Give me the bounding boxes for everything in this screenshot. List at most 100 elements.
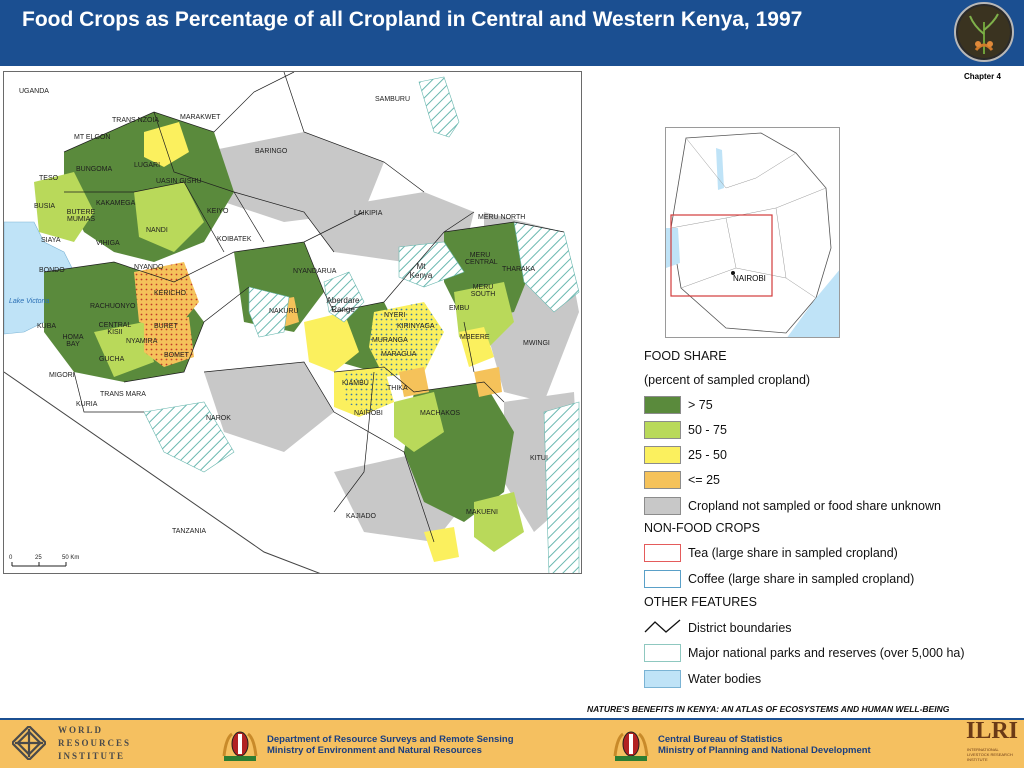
map-label-mbeere: MBEERE	[460, 334, 490, 341]
wri-line3: INSTITUTE	[58, 751, 126, 761]
inset-lake-turkana	[716, 148, 724, 190]
map-label-nandi: NANDI	[146, 227, 168, 234]
footer-divider	[0, 718, 1024, 720]
legend-item-label: 25 - 50	[688, 448, 727, 462]
map-label-nairobi: NAIROBI	[354, 410, 383, 417]
map-label-nyando: NYANDO	[134, 264, 164, 271]
map-label-central-kisii: CENTRAL KISII	[98, 322, 132, 336]
wri-line2: RESOURCES	[58, 738, 132, 748]
map-label-tanzania: TANZANIA	[172, 528, 207, 535]
inset-kenya-outline	[670, 132, 832, 334]
map-label-koibatek: KOIBATEK	[217, 236, 252, 243]
legend-item-label: > 75	[688, 398, 713, 412]
legend-item-label: Major national parks and reserves (over …	[688, 646, 965, 660]
legend-swatch	[644, 570, 681, 588]
tea-area-kisii	[144, 317, 194, 367]
kenya-coat-of-arms-icon	[222, 731, 258, 761]
map-label-bungoma: BUNGOMA	[76, 166, 113, 173]
map-label-kuria: KURIA	[76, 401, 98, 408]
national-parks	[248, 76, 580, 573]
map-label-buret: BURET	[154, 323, 178, 330]
map-label-migori: MIGORI	[49, 372, 75, 379]
legend-nonfood-title: NON-FOOD CROPS	[644, 521, 760, 535]
district-boundary-icon	[644, 619, 681, 633]
cbs-line1: Central Bureau of Statistics	[658, 734, 783, 745]
legend-swatch	[644, 497, 681, 515]
map-label-meru-south: MERU SOUTH	[470, 284, 496, 298]
district-boundaries	[43, 72, 565, 543]
map-label-tharaka: THARAKA	[502, 266, 536, 273]
map-label-nyeri: NYERI	[384, 312, 406, 319]
map-label-baringo: BARINGO	[255, 148, 288, 155]
map-label-kakamega: KAKAMEGA	[96, 200, 136, 207]
atlas-logo	[954, 2, 1014, 62]
map-label-uganda: UGANDA	[19, 88, 49, 95]
tea-area-kericho	[134, 262, 199, 332]
inset-locator-map: NAIROBI	[665, 127, 840, 338]
map-label-vihiga: VIHIGA	[96, 240, 120, 247]
map-label-kajiado: KAJIADO	[346, 513, 376, 520]
inset-map-graphic	[666, 132, 839, 337]
legend-food-share-subtitle: (percent of sampled cropland)	[644, 373, 811, 387]
ilri-sub-line2: LIVESTOCK RESEARCH	[967, 752, 1013, 757]
scale-label-mid: 25	[35, 555, 42, 561]
map-label-rachuonyo: RACHUONYO	[90, 303, 136, 310]
map-label-uasin-gishu: UASIN GISHU	[156, 178, 202, 185]
legend-swatch	[644, 670, 681, 688]
scale-label-zero: 0	[9, 555, 13, 561]
map-label-meru-central: MERU CENTRAL	[465, 252, 498, 266]
map-label-butere-mumias: BUTERE MUMIAS	[66, 209, 96, 223]
legend-swatch	[644, 644, 681, 662]
map-label-trans-mara: TRANS MARA	[100, 391, 146, 398]
map-label-makueni: MAKUENI	[466, 509, 498, 516]
legend-swatch	[644, 471, 681, 489]
map-label-laikipia: LAIKIPIA	[354, 210, 383, 217]
map-label-kirinyaga: KIRINYAGA	[397, 323, 435, 330]
legend-item-label: <= 25	[688, 473, 720, 487]
inset-nairobi-label: NAIROBI	[733, 274, 766, 283]
legend-swatch	[644, 446, 681, 464]
drsrs-line2: Ministry of Environment and Natural Reso…	[267, 745, 482, 756]
map-label-keiyo: KEIYO	[207, 208, 229, 215]
map-label-bondo: BONDO	[39, 267, 65, 274]
tanzania-border-line	[4, 371, 321, 573]
ilri-sub-line1: INTERNATIONAL	[967, 747, 999, 752]
map-label-nyamira: NYAMIRA	[126, 338, 158, 345]
atlas-caption: NATURE'S BENEFITS IN KENYA: AN ATLAS OF …	[587, 704, 950, 714]
inset-study-area-box	[670, 214, 773, 297]
map-label-trans-nzoia: TRANS NZOIA	[112, 117, 160, 124]
ilri-logo-text: ILRI	[966, 718, 1019, 744]
map-label-meru-north: MERU NORTH	[478, 214, 526, 221]
drsrs-line1: Department of Resource Surveys and Remot…	[267, 734, 514, 745]
map-label-siaya: SIAYA	[41, 237, 61, 244]
map-label-thika: THIKA	[387, 385, 408, 392]
coffee-area-kiambu	[344, 372, 394, 412]
legend-item-label: District boundaries	[688, 621, 792, 635]
coffee-area-central	[369, 302, 444, 377]
map-label-machakos: MACHAKOS	[420, 410, 461, 417]
wri-line1: WORLD	[58, 725, 104, 735]
map-label-kuba: KUBA	[37, 323, 57, 330]
map-label-marakwet: MARAKWET	[180, 114, 221, 121]
chapter-label: Chapter 4	[964, 72, 1001, 81]
map-label-lake-victoria: Lake Victoria	[9, 298, 50, 305]
main-map: UGANDA TRANS NZOIA MARAKWET SAMBURU MT E…	[3, 71, 582, 574]
inset-lake-victoria	[666, 228, 680, 268]
map-label-lugari: LUGARI	[134, 162, 161, 169]
legend-item-label: Tea (large share in sampled cropland)	[688, 546, 898, 560]
map-label-nyandarua: NYANDARUA	[293, 268, 337, 275]
map-label-gucha: GUCHA	[99, 356, 125, 363]
map-label-narok: NAROK	[206, 415, 231, 422]
legend-food-share-title: FOOD SHARE	[644, 349, 727, 363]
map-label-homa-bay: HOMA BAY	[62, 334, 84, 348]
map-label-kericho: KERICHO	[154, 290, 186, 297]
legend-other-title: OTHER FEATURES	[644, 595, 757, 609]
map-label-mwingi: MWINGI	[523, 340, 550, 347]
map-label-nakuru: NAKURU	[269, 308, 299, 315]
map-label-mt-elgon: MT ELGON	[74, 134, 111, 141]
legend-item-label: Water bodies	[688, 672, 762, 686]
inset-ocean	[787, 270, 839, 337]
inset-nairobi-dot	[731, 271, 735, 275]
map-label-muranga: MURANGA	[372, 337, 408, 344]
map-label-mt-kenya: Mt Kenya	[409, 262, 433, 280]
